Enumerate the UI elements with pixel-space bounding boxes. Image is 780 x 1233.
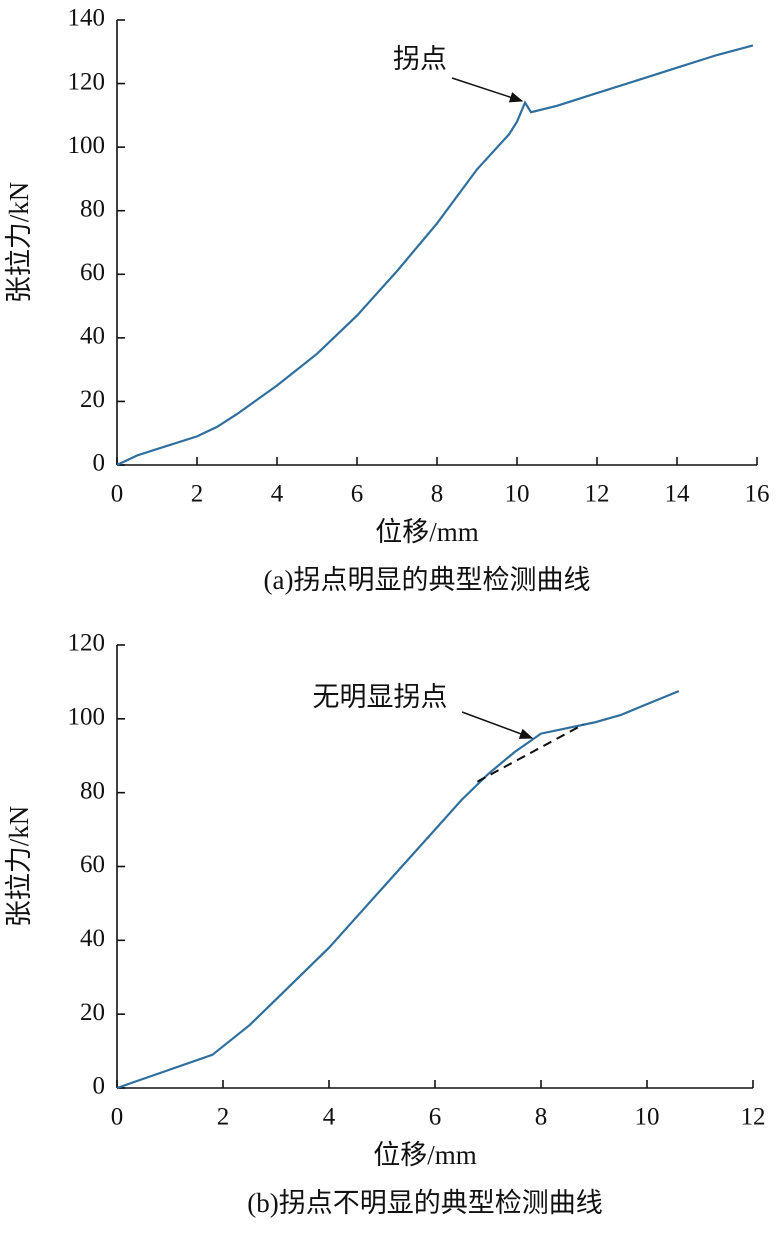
x-tick-label: 2 [217, 1104, 230, 1131]
x-axis-title: 位移/mm [373, 1140, 477, 1170]
reference-line [476, 723, 584, 783]
y-tick-label: 80 [80, 777, 105, 804]
caption: (a)拐点明显的典型检测曲线 [264, 565, 591, 595]
x-tick-label: 16 [745, 481, 770, 508]
annotation-arrow [461, 711, 534, 739]
x-tick-label: 0 [111, 481, 124, 508]
x-tick-label: 2 [191, 481, 204, 508]
x-tick-label: 8 [431, 481, 444, 508]
x-tick-label: 4 [271, 481, 284, 508]
y-tick-label: 20 [80, 386, 105, 413]
data-line [116, 690, 680, 1090]
y-tick-label: 80 [80, 195, 105, 222]
y-axis-title: 张拉力/kN [4, 182, 34, 304]
y-tick-label: 120 [68, 68, 106, 95]
annotation: 拐点 [393, 44, 447, 74]
y-tick-label: 60 [80, 851, 105, 878]
y-tick-label: 40 [80, 925, 105, 952]
x-tick-label: 0 [111, 1104, 124, 1131]
y-axis-title: 张拉力/kN [4, 806, 34, 928]
x-tick-label: 10 [505, 481, 530, 508]
y-tick-label: 120 [68, 630, 106, 657]
y-tick-label: 100 [68, 132, 106, 159]
x-tick-label: 10 [635, 1104, 660, 1131]
x-tick-label: 6 [429, 1104, 442, 1131]
x-axis-title: 位移/mm [375, 517, 479, 547]
y-tick-label: 20 [80, 999, 105, 1026]
x-tick-label: 6 [351, 481, 364, 508]
annotation: 无明显拐点 [313, 682, 448, 712]
y-tick-label: 100 [68, 704, 106, 731]
caption: (b)拐点不明显的典型检测曲线 [247, 1188, 602, 1218]
x-tick-label: 12 [741, 1104, 766, 1131]
x-tick-label: 12 [585, 481, 610, 508]
y-tick-label: 40 [80, 323, 105, 350]
annotation-arrow [451, 77, 524, 103]
y-tick-label: 60 [80, 259, 105, 286]
x-tick-label: 14 [665, 481, 691, 508]
x-tick-label: 4 [323, 1104, 336, 1131]
data-line [116, 44, 754, 466]
x-tick-label: 8 [535, 1104, 548, 1131]
y-tick-label: 0 [93, 1073, 106, 1100]
y-tick-label: 0 [93, 450, 106, 477]
y-tick-label: 140 [68, 5, 106, 32]
